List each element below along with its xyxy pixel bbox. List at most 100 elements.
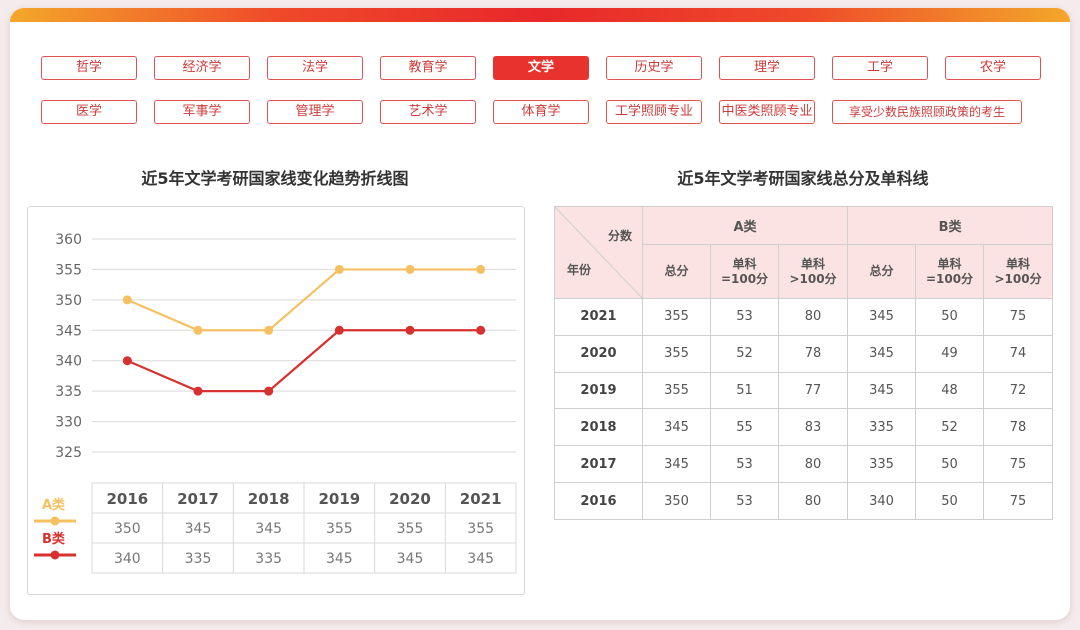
- table-year-cell: 2016: [554, 482, 643, 520]
- legend-marker: [50, 550, 60, 560]
- col-b-eq100: 单科 =100分: [915, 244, 985, 299]
- subject-tag[interactable]: 军事学: [154, 100, 250, 124]
- table-cell: 80: [777, 445, 849, 484]
- data-point: [122, 295, 132, 305]
- table-cell: 49: [915, 334, 985, 373]
- data-label: 345: [326, 551, 353, 567]
- table-cell: 50: [915, 445, 985, 484]
- table-cell: 345: [847, 371, 917, 410]
- data-point: [405, 325, 415, 335]
- legend-label: A类: [42, 497, 66, 513]
- table-year-cell: 2021: [554, 298, 643, 336]
- data-label: 355: [397, 521, 424, 537]
- data-point: [193, 325, 203, 335]
- data-label: 345: [397, 551, 424, 567]
- table-cell: 345: [847, 334, 917, 373]
- x-tick-label: 2017: [177, 490, 219, 508]
- y-tick-label: 355: [55, 262, 82, 278]
- subject-tag[interactable]: 教育学: [380, 56, 476, 80]
- subject-tag[interactable]: 工学: [832, 56, 928, 80]
- x-tick-label: 2016: [106, 490, 148, 508]
- y-tick-label: 330: [55, 415, 82, 431]
- table-cell: 75: [983, 482, 1054, 520]
- table-cell: 50: [915, 298, 985, 336]
- table-cell: 335: [847, 408, 917, 447]
- table-cell: 75: [983, 445, 1054, 484]
- gradient-top-bar: [10, 8, 1070, 22]
- table-row: 2016 350 53 80 340 50 75: [554, 482, 1054, 520]
- col-a-gt100: 单科 >100分: [777, 244, 849, 299]
- table-cell: 80: [777, 482, 849, 520]
- table-cell: 77: [777, 371, 849, 410]
- table-year-cell: 2018: [554, 408, 643, 447]
- data-point: [476, 264, 486, 274]
- x-tick-label: 2020: [389, 490, 431, 508]
- x-tick-label: 2021: [460, 490, 502, 508]
- table-cell: 52: [710, 334, 779, 373]
- subject-tag[interactable]: 享受少数民族照顾政策的考生: [832, 100, 1022, 124]
- line-chart: 360 355 350 345 340 335 330 325 2016 2017 2018 2019…: [34, 232, 517, 574]
- corner-bottom-label: 年份: [567, 263, 592, 277]
- table-cell: 345: [847, 298, 917, 336]
- table-cell: 55: [710, 408, 779, 447]
- data-point: [264, 325, 274, 335]
- table-cell: 80: [777, 298, 849, 336]
- subject-tag[interactable]: 理学: [719, 56, 815, 80]
- table-cell: 355: [642, 371, 711, 410]
- group-a-header: A类: [641, 206, 849, 245]
- table-cell: 52: [915, 408, 985, 447]
- legend-marker: [50, 516, 60, 526]
- col-a-total: 总分: [642, 244, 711, 299]
- subject-tag[interactable]: 哲学: [41, 56, 137, 80]
- table-cell: 75: [983, 298, 1054, 336]
- series-line: [126, 268, 481, 332]
- chart-title: 近5年文学考研国家线变化趋势折线图: [141, 169, 409, 188]
- data-point: [476, 325, 486, 335]
- subject-tag[interactable]: 农学: [945, 56, 1041, 80]
- table-cell: 355: [642, 334, 711, 373]
- col-b-gt100: 单科 >100分: [983, 244, 1054, 299]
- table-cell: 350: [642, 482, 711, 520]
- line-chart-box: 360 355 350 345 340 335 330 325 2016 2017 2018 2019…: [27, 206, 525, 595]
- table-cell: 51: [710, 371, 779, 410]
- score-table: 分数 年份 A类 B类 总分 单科 =100分 单科 >100分 总分 单科 =100…: [554, 206, 1054, 520]
- series-line: [126, 329, 481, 393]
- legend-label: B类: [42, 531, 66, 547]
- table-cell: 345: [642, 408, 711, 447]
- table-cell: 74: [983, 334, 1054, 373]
- table-cell: 48: [915, 371, 985, 410]
- table-year-cell: 2019: [554, 371, 643, 410]
- data-point: [334, 264, 344, 274]
- table-row: 2017 345 53 80 335 50 75: [554, 445, 1054, 484]
- table-cell: 50: [915, 482, 985, 520]
- subject-tag[interactable]: 中医类照顾专业: [719, 100, 815, 124]
- data-point: [405, 264, 415, 274]
- subject-tag[interactable]: 管理学: [267, 100, 363, 124]
- subject-tag[interactable]: 法学: [267, 56, 363, 80]
- table-cell: 340: [847, 482, 917, 520]
- y-tick-label: 350: [55, 293, 82, 309]
- data-label: 335: [255, 551, 282, 567]
- data-label: 345: [185, 521, 212, 537]
- subject-tag[interactable]: 医学: [41, 100, 137, 124]
- subject-tag[interactable]: 体育学: [493, 100, 589, 124]
- data-point: [334, 325, 344, 335]
- table-row: 2019 355 51 77 345 48 72: [554, 371, 1054, 410]
- subject-tag[interactable]: 经济学: [154, 56, 250, 80]
- x-tick-label: 2019: [318, 490, 360, 508]
- col-b-total: 总分: [847, 244, 917, 299]
- table-year-cell: 2020: [554, 334, 643, 373]
- x-tick-label: 2018: [248, 490, 290, 508]
- data-label: 350: [114, 521, 141, 537]
- subject-tag[interactable]: 文学: [493, 56, 589, 80]
- data-point: [122, 356, 132, 366]
- data-point: [264, 386, 274, 396]
- subject-tag[interactable]: 历史学: [606, 56, 702, 80]
- subject-tag[interactable]: 艺术学: [380, 100, 476, 124]
- table-year-cell: 2017: [554, 445, 643, 484]
- col-a-eq100: 单科 =100分: [710, 244, 779, 299]
- y-tick-label: 345: [55, 323, 82, 339]
- subject-tag[interactable]: 工学照顾专业: [606, 100, 702, 124]
- data-label: 355: [467, 521, 494, 537]
- data-label: 340: [114, 551, 141, 567]
